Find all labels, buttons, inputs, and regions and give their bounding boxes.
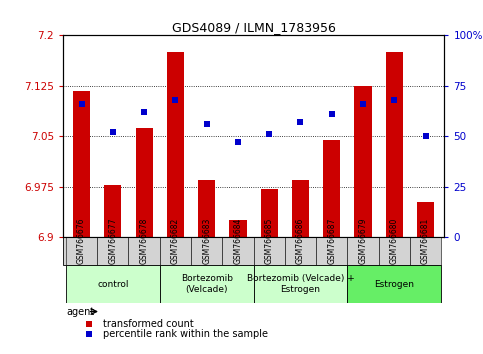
Text: GSM766676: GSM766676	[77, 218, 86, 264]
Bar	[292, 180, 309, 237]
FancyBboxPatch shape	[66, 237, 97, 265]
FancyBboxPatch shape	[347, 265, 441, 303]
Text: agent: agent	[67, 307, 95, 316]
Title: GDS4089 / ILMN_1783956: GDS4089 / ILMN_1783956	[171, 21, 336, 34]
Text: control: control	[97, 280, 128, 289]
Bar	[167, 52, 184, 237]
FancyBboxPatch shape	[128, 237, 160, 265]
Text: GSM766679: GSM766679	[358, 218, 368, 264]
FancyBboxPatch shape	[379, 237, 410, 265]
Bar	[261, 189, 278, 237]
Text: percentile rank within the sample: percentile rank within the sample	[103, 329, 268, 339]
FancyBboxPatch shape	[191, 237, 222, 265]
Text: GSM766687: GSM766687	[327, 218, 336, 264]
Text: GSM766682: GSM766682	[171, 218, 180, 264]
FancyBboxPatch shape	[285, 237, 316, 265]
Bar	[355, 86, 371, 237]
Text: GSM766686: GSM766686	[296, 218, 305, 264]
FancyBboxPatch shape	[160, 237, 191, 265]
Bar	[73, 91, 90, 237]
FancyBboxPatch shape	[254, 237, 285, 265]
FancyBboxPatch shape	[97, 237, 128, 265]
Text: Bortezomib (Velcade) +
Estrogen: Bortezomib (Velcade) + Estrogen	[247, 274, 355, 294]
Text: GSM766684: GSM766684	[233, 218, 242, 264]
Bar	[229, 220, 246, 237]
Text: GSM766678: GSM766678	[140, 218, 149, 264]
Bar	[104, 185, 121, 237]
Bar	[417, 202, 434, 237]
FancyBboxPatch shape	[347, 237, 379, 265]
Text: GSM766685: GSM766685	[265, 218, 274, 264]
Text: Bortezomib
(Velcade): Bortezomib (Velcade)	[181, 274, 233, 294]
Text: GSM766680: GSM766680	[390, 218, 399, 264]
FancyBboxPatch shape	[63, 237, 438, 265]
FancyBboxPatch shape	[66, 265, 160, 303]
FancyBboxPatch shape	[316, 237, 347, 265]
FancyBboxPatch shape	[254, 265, 347, 303]
Text: GSM766683: GSM766683	[202, 218, 211, 264]
Text: transformed count: transformed count	[103, 319, 194, 329]
Text: GSM766681: GSM766681	[421, 218, 430, 264]
Bar	[198, 180, 215, 237]
Text: GSM766677: GSM766677	[108, 218, 117, 264]
FancyBboxPatch shape	[222, 237, 254, 265]
FancyBboxPatch shape	[160, 265, 254, 303]
Bar	[386, 52, 403, 237]
Text: Estrogen: Estrogen	[374, 280, 414, 289]
FancyBboxPatch shape	[410, 237, 441, 265]
Bar	[323, 140, 341, 237]
Bar	[136, 128, 153, 237]
